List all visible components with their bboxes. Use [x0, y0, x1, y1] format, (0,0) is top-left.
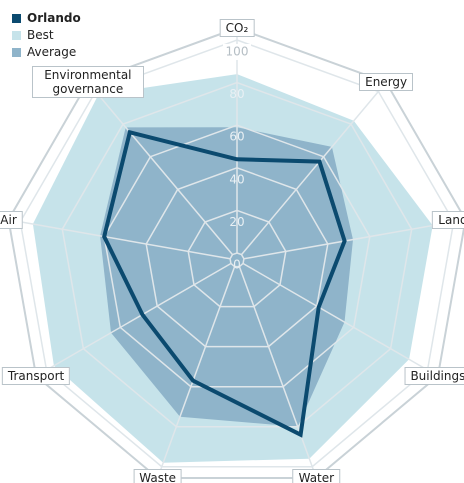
spoke: [87, 81, 234, 256]
legend-label: Average: [27, 45, 77, 59]
tick-label-bg: [223, 44, 251, 60]
grid-ring: [61, 81, 413, 428]
spoke: [238, 266, 318, 479]
tick-label: 80: [229, 87, 244, 101]
spoke: [243, 219, 464, 260]
legend-swatch: [12, 30, 21, 40]
grid-ring: [229, 252, 245, 268]
outer-frame: [7, 26, 464, 479]
axis-label: Buildings: [404, 367, 464, 385]
series-area: [100, 127, 353, 427]
legend-swatch: [12, 13, 21, 23]
legend-label: Best: [27, 28, 54, 42]
axis-label: Waste: [133, 469, 183, 483]
tick-label: 40: [229, 172, 244, 186]
axis-label: Energy: [359, 73, 414, 92]
tick-label: 20: [229, 215, 244, 229]
spoke: [240, 81, 387, 256]
axis-label: CO₂: [219, 19, 255, 37]
tick-label: 100: [226, 45, 249, 59]
legend-item: Orlando: [12, 11, 81, 25]
legend-item: Average: [12, 45, 76, 59]
series-line: [102, 129, 347, 438]
axis-label: Land use: [432, 210, 464, 229]
grid-ring: [145, 167, 329, 348]
grid-ring: [103, 124, 371, 388]
axis-label: Environmental governance: [31, 66, 144, 99]
spoke: [35, 262, 232, 377]
legend-label: Orlando: [27, 11, 81, 25]
axis-label: Air: [0, 210, 23, 229]
legend-swatch: [12, 47, 21, 57]
spoke: [242, 262, 439, 377]
axis-label: Water: [292, 469, 341, 483]
axis-label: Transport: [1, 367, 71, 385]
grid-ring: [187, 209, 287, 308]
spoke: [156, 266, 236, 479]
legend-item: Best: [12, 28, 54, 42]
spoke: [8, 218, 231, 260]
grid-ring: [19, 39, 455, 468]
tick-label: 60: [229, 130, 244, 144]
tick-label: 0: [233, 258, 241, 272]
